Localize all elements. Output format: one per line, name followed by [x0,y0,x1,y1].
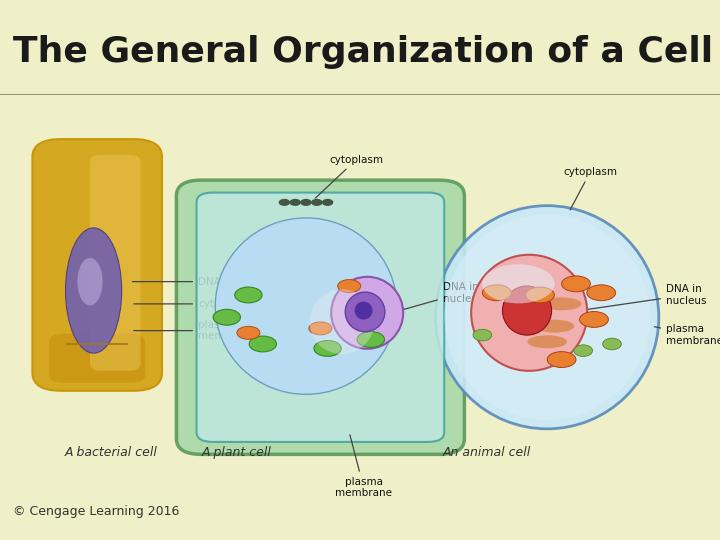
Ellipse shape [503,286,552,335]
Ellipse shape [237,326,260,339]
Ellipse shape [562,276,590,292]
Text: cytoplasm: cytoplasm [134,299,252,309]
Ellipse shape [338,280,361,293]
Ellipse shape [482,285,511,301]
Ellipse shape [249,336,276,352]
Text: plasma
membrane: plasma membrane [654,324,720,346]
Ellipse shape [309,322,332,335]
Circle shape [473,329,492,341]
Ellipse shape [482,264,554,303]
Ellipse shape [331,277,403,349]
Circle shape [574,345,593,356]
Ellipse shape [355,301,373,320]
Text: cytoplasm: cytoplasm [315,154,383,198]
Ellipse shape [78,258,102,305]
Text: The General Organization of a Cell: The General Organization of a Cell [13,35,713,69]
Ellipse shape [213,309,240,325]
Circle shape [311,199,323,206]
Text: DNA in
nucleus: DNA in nucleus [402,282,483,310]
Text: A plant cell: A plant cell [202,447,271,460]
Ellipse shape [471,255,588,371]
Ellipse shape [547,352,576,368]
Circle shape [300,199,312,206]
FancyBboxPatch shape [90,154,140,370]
Ellipse shape [534,320,575,333]
FancyBboxPatch shape [49,334,145,383]
Circle shape [322,199,333,206]
Ellipse shape [357,332,384,347]
Ellipse shape [587,285,616,301]
Text: cytoplasm: cytoplasm [564,167,618,210]
Ellipse shape [314,341,341,356]
Ellipse shape [235,287,262,303]
Text: plasma
membrane: plasma membrane [134,320,255,341]
Circle shape [289,199,301,206]
Ellipse shape [215,218,397,394]
Text: DNA in
nucleus: DNA in nucleus [582,284,706,310]
Ellipse shape [444,214,650,420]
Ellipse shape [346,292,385,332]
Text: DNA: DNA [132,276,221,287]
Circle shape [603,338,621,350]
Text: An animal cell: An animal cell [443,447,531,460]
Text: © Cengage Learning 2016: © Cengage Learning 2016 [13,505,179,518]
Text: A bacterial cell: A bacterial cell [65,447,158,460]
FancyBboxPatch shape [197,193,444,442]
Ellipse shape [66,228,122,353]
Ellipse shape [542,298,582,310]
Ellipse shape [580,312,608,327]
Ellipse shape [528,335,567,348]
Text: plasma
membrane: plasma membrane [335,435,392,498]
Ellipse shape [310,289,374,354]
FancyBboxPatch shape [176,180,464,454]
Ellipse shape [436,206,659,429]
Ellipse shape [526,287,554,303]
Circle shape [279,199,290,206]
FancyBboxPatch shape [32,139,162,391]
